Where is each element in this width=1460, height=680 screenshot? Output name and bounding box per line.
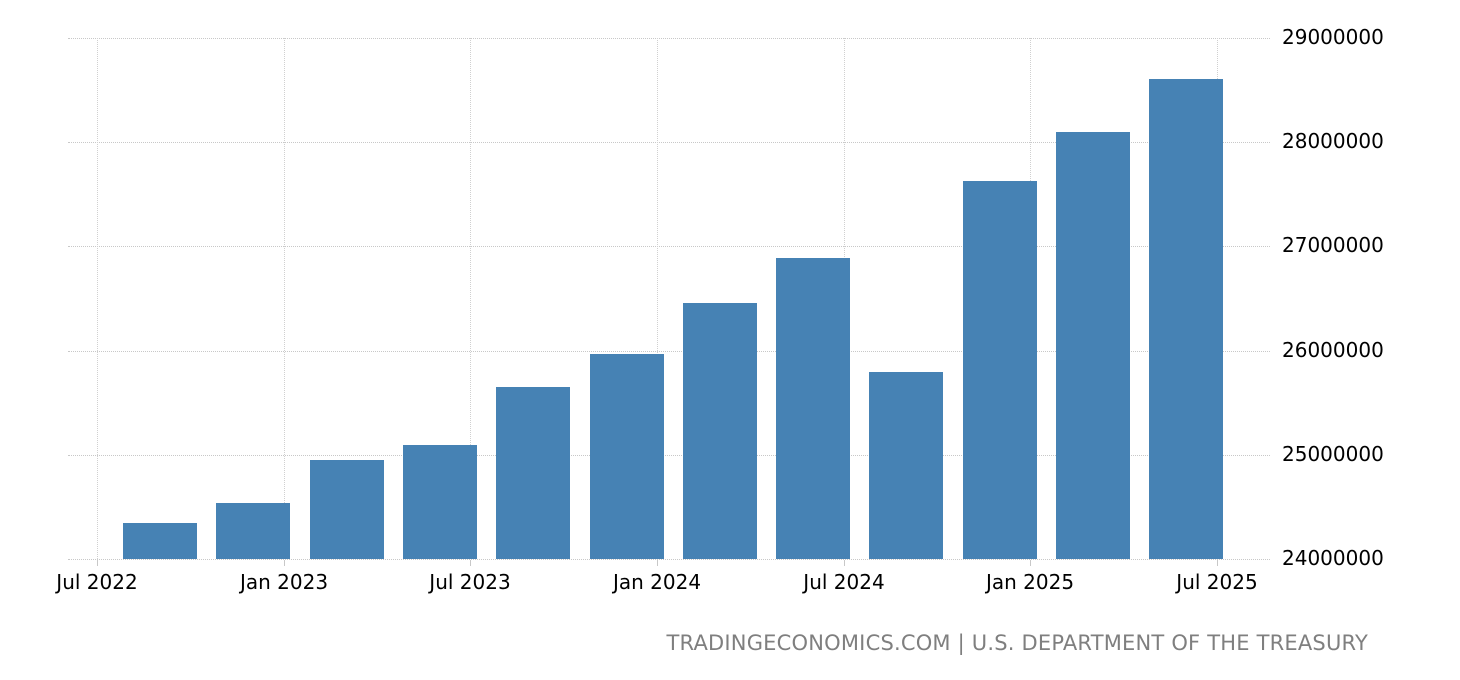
x-tick-mark: [284, 560, 285, 566]
bar-jun-2024: [776, 258, 850, 559]
horizontal-gridline: [68, 455, 1270, 456]
x-tick-label: Jan 2025: [985, 570, 1075, 594]
y-tick-label: 28000000: [1282, 129, 1384, 153]
horizontal-gridline: [68, 142, 1270, 143]
x-tick-label: Jul 2022: [56, 570, 138, 594]
x-tick-mark: [470, 560, 471, 566]
bar-mar-2024: [683, 303, 757, 559]
x-tick-label: Jul 2023: [429, 570, 511, 594]
x-tick-mark: [1217, 560, 1218, 566]
horizontal-gridline: [68, 246, 1270, 247]
bar-dec-2024: [963, 181, 1037, 559]
y-tick-label: 29000000: [1282, 25, 1384, 49]
vertical-gridline: [657, 38, 658, 559]
bar-sep-2024: [869, 372, 943, 559]
horizontal-gridline: [68, 559, 1270, 560]
x-tick-label: Jul 2025: [1176, 570, 1258, 594]
y-tick-label: 26000000: [1282, 338, 1384, 362]
bar-dec-2022: [216, 503, 290, 559]
y-tick-label: 24000000: [1282, 546, 1384, 570]
y-tick-label: 27000000: [1282, 233, 1384, 257]
bar-dec-2023: [590, 354, 664, 559]
x-tick-mark: [657, 560, 658, 566]
x-tick-mark: [1030, 560, 1031, 566]
bar-mar-2025: [1056, 132, 1130, 559]
vertical-gridline: [284, 38, 285, 559]
vertical-gridline: [470, 38, 471, 559]
x-tick-label: Jan 2024: [612, 570, 702, 594]
x-tick-label: Jul 2024: [803, 570, 885, 594]
horizontal-gridline: [68, 351, 1270, 352]
bar-mar-2023: [310, 460, 384, 559]
x-tick-mark: [97, 560, 98, 566]
horizontal-gridline: [68, 38, 1270, 39]
y-tick-label: 25000000: [1282, 442, 1384, 466]
vertical-gridline: [97, 38, 98, 559]
source-attribution: TRADINGECONOMICS.COM | U.S. DEPARTMENT O…: [666, 631, 1368, 655]
x-tick-mark: [844, 560, 845, 566]
bar-jun-2025: [1149, 79, 1223, 559]
x-tick-label: Jan 2023: [239, 570, 329, 594]
bar-sep-2022: [123, 523, 197, 559]
bar-sep-2023: [496, 387, 570, 559]
bar-jun-2023: [403, 445, 477, 559]
